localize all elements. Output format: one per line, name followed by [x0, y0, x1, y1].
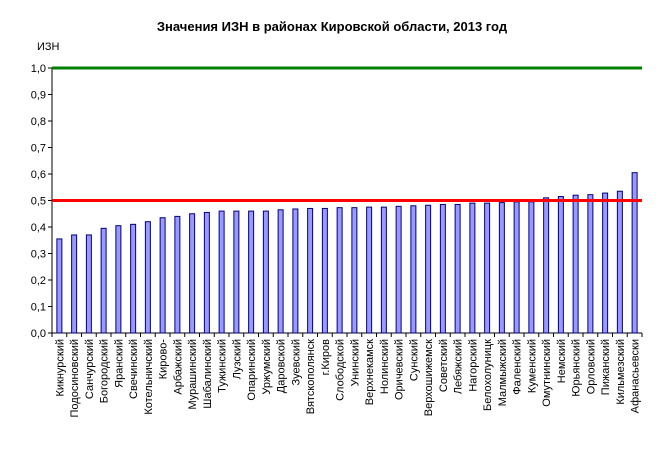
x-tick-label: Фаленский	[512, 339, 524, 395]
x-tick-label: Уржумский	[261, 339, 273, 395]
bar	[174, 215, 181, 334]
x-tick-label: Афанасьевски	[630, 339, 642, 413]
bar	[56, 238, 63, 334]
y-tick-label: 1,0	[31, 63, 46, 75]
x-tick-label: Тужинский	[217, 339, 229, 393]
x-tick-label: Слободской	[335, 339, 347, 401]
x-tick-label: Малмыжский	[497, 339, 509, 406]
x-tick-label: Котельничский	[143, 339, 155, 415]
x-tick-label: Мурашинский	[187, 339, 199, 410]
bar	[380, 206, 387, 334]
bar	[395, 205, 402, 334]
bar	[85, 234, 92, 334]
bar	[292, 208, 299, 334]
chart-title: Значения ИЗН в районах Кировской области…	[157, 19, 508, 34]
bar	[115, 225, 122, 334]
x-tick-label: Арбажский	[172, 339, 184, 395]
y-tick-label: 0,9	[31, 90, 46, 102]
bar	[631, 172, 638, 334]
bar	[203, 211, 210, 334]
bar	[71, 234, 78, 334]
x-tick-label: Нагорский	[467, 339, 479, 392]
bar	[144, 221, 151, 334]
bar	[277, 209, 284, 334]
plot-area: 0,0 0,1 0,2 0,3 0,4 0,5 0,6 0,7 0,8 0,9 1,0 Кикнурс…	[31, 63, 643, 417]
x-tick-label: Нолинский	[379, 339, 391, 394]
x-tick-label: Яранский	[113, 339, 125, 388]
y-tick-label: 0,6	[31, 169, 46, 181]
bar	[439, 203, 446, 334]
x-tick-label: Верхошижемск	[423, 339, 435, 416]
bar	[616, 190, 623, 334]
bar	[262, 210, 269, 334]
bar	[130, 223, 137, 334]
x-tick-label: Опаринский	[246, 339, 258, 401]
bar	[366, 206, 373, 334]
bar	[557, 196, 564, 334]
x-tick-label: Оричевский	[394, 339, 406, 400]
x-tick-label: Пижанский	[600, 339, 612, 395]
x-tick-label: Куменский	[526, 339, 538, 393]
bar	[233, 210, 240, 334]
x-tick-label: Санчурский	[84, 339, 96, 399]
x-tick-label: Унинский	[349, 339, 361, 386]
bar	[513, 201, 520, 334]
bar	[218, 210, 225, 334]
y-axis-label: ИЗН	[37, 41, 60, 53]
bar	[336, 207, 343, 334]
x-tick-label: Даровской	[276, 339, 288, 393]
x-tick-label: Лебяжский	[453, 339, 465, 394]
y-tick-label: 0,7	[31, 143, 46, 155]
bar	[498, 202, 505, 334]
y-tick-label: 0,1	[31, 302, 46, 314]
x-tick-label: Зуевский	[290, 339, 302, 385]
x-tick-label: Верхнекамск	[364, 339, 376, 405]
x-tick-label: Свечинский	[128, 339, 140, 399]
bar	[410, 205, 417, 334]
x-tick-label: Кирово-	[158, 339, 170, 380]
x-tick-label: Кикнурский	[54, 339, 66, 397]
bar	[307, 207, 314, 334]
y-tick-label: 0,5	[31, 196, 46, 208]
bar	[159, 217, 166, 334]
x-tick-label: Богородский	[99, 339, 111, 403]
y-tick-label: 0,0	[31, 328, 46, 340]
x-tick-label: г.Киров	[320, 339, 332, 376]
x-tick-label: Юрьянский	[571, 339, 583, 397]
bar	[572, 194, 579, 334]
bar	[484, 202, 491, 334]
x-tick-label: Шабалинский	[202, 339, 214, 409]
bar	[454, 203, 461, 334]
x-tick-label: Советский	[438, 339, 450, 392]
bar	[543, 197, 550, 334]
y-tick-label: 0,4	[31, 222, 46, 234]
bar	[425, 204, 432, 334]
x-tick-label: Омутнинский	[541, 339, 553, 407]
bar	[469, 202, 476, 334]
bar	[351, 207, 358, 334]
x-tick-label: Орловский	[585, 339, 597, 394]
x-tick-label: Немский	[556, 339, 568, 383]
x-tick-label: Подосиновский	[69, 339, 81, 417]
x-tick-label: Лузский	[231, 339, 243, 379]
x-tick-label: Сунский	[408, 339, 420, 381]
bar	[528, 201, 535, 334]
bar	[321, 207, 328, 334]
y-tick-label: 0,3	[31, 249, 46, 261]
x-tick-label: Белохолуницк	[482, 339, 494, 411]
y-tick-label: 0,2	[31, 275, 46, 287]
bar	[248, 210, 255, 334]
bar	[100, 227, 107, 334]
bar	[587, 194, 594, 334]
y-tick-label: 0,8	[31, 116, 46, 128]
x-tick-label: Кильмезский	[615, 339, 627, 405]
x-tick-label: Вятскополянск	[305, 339, 317, 414]
bar	[602, 192, 609, 334]
bar	[189, 213, 196, 334]
